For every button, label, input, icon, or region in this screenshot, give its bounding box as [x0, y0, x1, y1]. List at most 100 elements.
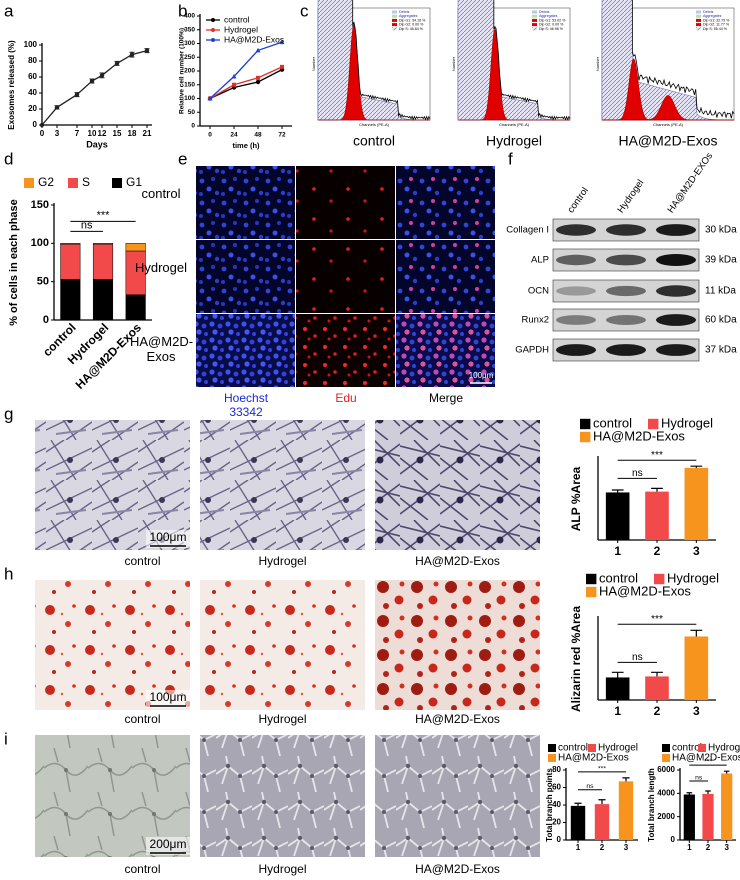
image-label: Hydrogel	[258, 862, 306, 876]
y-axis-title: Number	[451, 56, 456, 71]
legend-marker	[211, 18, 215, 22]
column-label: Merge	[428, 391, 463, 405]
legend-label: Debris	[539, 10, 550, 14]
error-bar	[651, 487, 663, 492]
legend-label: Hydrogel	[224, 24, 258, 34]
image-label: control	[124, 862, 160, 876]
blot-band	[606, 224, 646, 236]
bar-segment	[92, 243, 114, 280]
legend-swatch	[588, 744, 596, 752]
legend-swatch	[580, 418, 591, 430]
legend-swatch	[548, 754, 556, 762]
y-tick-label: 100	[31, 237, 49, 249]
y-axis-title: Number	[311, 56, 316, 71]
x-tick-label: 15	[113, 129, 122, 138]
legend-swatch	[654, 573, 665, 585]
bar	[570, 805, 586, 840]
legend-label: Dip S: 46.98 %	[539, 27, 564, 31]
size-label: 11 kDa	[705, 286, 736, 297]
legend-label: control	[224, 14, 250, 24]
legend-label: G1	[126, 175, 142, 189]
x-tick-label: 1	[576, 843, 581, 852]
row-label: HA@M2D-Exos	[130, 334, 194, 364]
image-label: HA@M2D-Exos	[415, 862, 500, 876]
x-tick-label: 3	[693, 704, 700, 718]
row-label: Hydrogel	[134, 260, 188, 275]
image-label: control	[124, 554, 160, 568]
legend-swatch	[662, 754, 670, 762]
legend-swatch	[392, 10, 397, 14]
legend-label: Debris	[399, 10, 410, 14]
series-line	[209, 69, 283, 100]
micrograph	[296, 240, 395, 313]
y-tick-label: 6000	[657, 765, 675, 774]
bar	[594, 804, 610, 840]
error-bar	[611, 489, 624, 493]
marker	[129, 52, 135, 57]
x-tick-label: 72	[278, 132, 286, 139]
y-tick-label: 50	[188, 109, 196, 116]
blot-band	[606, 285, 646, 297]
scale-backdrop	[146, 690, 190, 708]
significance-label: ns	[632, 468, 643, 479]
bar-segment	[60, 279, 81, 321]
column-label: Hoechst 33342	[224, 391, 269, 419]
hist-g1-peak	[318, 23, 430, 121]
histogram-label: Hydrogel	[486, 133, 542, 149]
error-bar	[723, 770, 730, 774]
legend-label: control	[593, 415, 632, 430]
x-tick-label: 18	[128, 129, 137, 138]
histogram-label: control	[353, 133, 395, 149]
x-tick-label: 1	[687, 843, 692, 852]
image-label: HA@M2D-Exos	[415, 712, 500, 726]
protein-label: ALP	[531, 255, 549, 266]
legend-swatch	[648, 418, 659, 430]
blot-band	[606, 344, 646, 356]
legend-label: control	[672, 743, 702, 754]
series-line	[209, 66, 283, 100]
legend-swatch	[696, 27, 701, 31]
legend-swatch	[696, 14, 701, 18]
legend-label: Dip G1: 53.02 %	[539, 18, 566, 22]
marker	[255, 79, 261, 85]
micrograph	[296, 166, 395, 239]
bar	[618, 781, 634, 840]
legend-label: HA@M2D-Exos	[593, 428, 685, 443]
x-tick-label: 21	[143, 129, 152, 138]
x-tick-label: 10	[88, 129, 97, 138]
blot-band	[656, 314, 696, 326]
legend-label: Dip G1: 54.16 %	[399, 18, 426, 22]
significance-label: ns	[695, 774, 703, 781]
bar	[645, 491, 669, 540]
significance-label: ns	[81, 220, 93, 232]
y-tick-label: 0	[671, 835, 676, 844]
significance-label: ***	[704, 759, 712, 766]
legend-marker	[211, 28, 215, 32]
bar-segment	[60, 243, 81, 245]
panel-letter: f	[508, 149, 513, 168]
y-tick-label: 0	[43, 314, 49, 326]
marker	[89, 78, 95, 84]
size-label: 39 kDa	[705, 255, 737, 266]
scale-label: 100μm	[150, 530, 187, 544]
panel-letter: a	[4, 1, 14, 20]
marker	[255, 47, 261, 53]
x-tick-label: 3	[624, 843, 629, 852]
micrograph	[196, 314, 295, 387]
histogram-label: HA@M2D-Exos	[618, 133, 717, 149]
micrograph	[396, 314, 495, 387]
legend-label: S	[82, 175, 90, 189]
y-axis-title: Exosomes released (%)	[7, 40, 16, 130]
stain-image	[375, 580, 540, 710]
bar	[605, 677, 630, 700]
significance-label: ns	[586, 783, 594, 790]
y-tick-label: 20	[552, 818, 561, 827]
blot-band	[606, 315, 646, 325]
legend-label: HA@M2D-Exos	[558, 753, 629, 764]
significance-label: ***	[651, 614, 663, 625]
image-label: control	[124, 712, 160, 726]
error-bar	[651, 671, 663, 677]
bar-segment	[92, 243, 114, 245]
error-bar	[690, 629, 703, 637]
